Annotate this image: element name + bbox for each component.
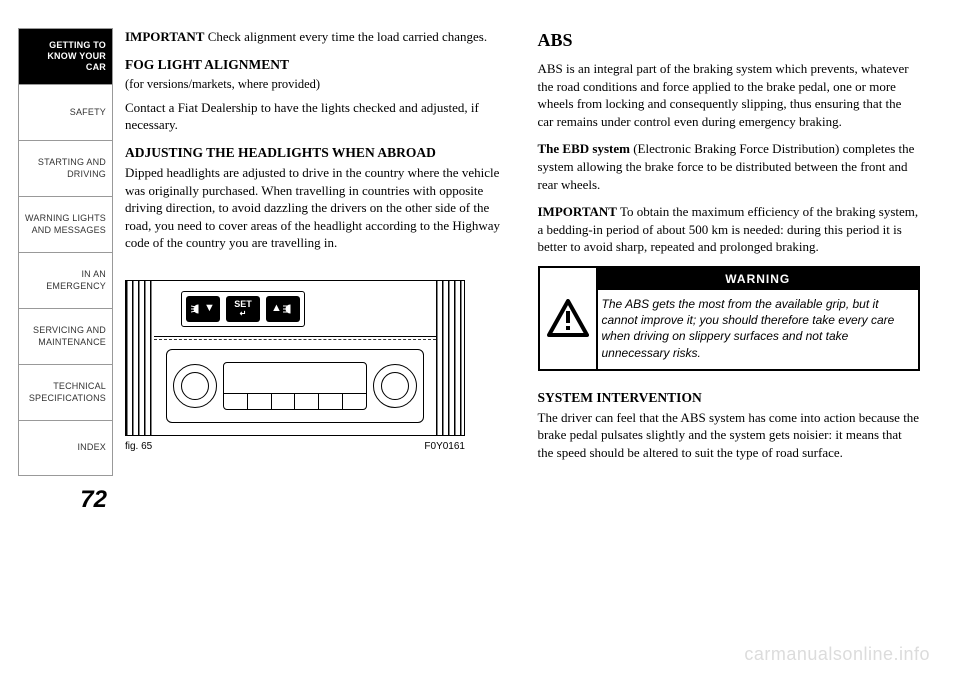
figure-caption: fig. 65 F0Y0161 <box>125 440 465 454</box>
manual-page: GETTING TOKNOW YOUR CAR SAFETY STARTING … <box>0 0 960 524</box>
down-triangle-icon: ▼ <box>204 301 215 316</box>
display-area <box>224 363 366 393</box>
content-area: IMPORTANT Check alignment every time the… <box>125 28 920 514</box>
right-knob[interactable] <box>373 364 417 408</box>
sidebar-column: GETTING TOKNOW YOUR CAR SAFETY STARTING … <box>18 28 113 514</box>
heading-fog-light-alignment: FOG LIGHT ALIGNMENT <box>125 56 508 74</box>
preset-button[interactable] <box>272 394 296 409</box>
nav-safety[interactable]: SAFETY <box>18 84 113 140</box>
warning-body: WARNING The ABS gets the most from the a… <box>598 268 919 369</box>
preset-button[interactable] <box>319 394 343 409</box>
nav-starting-driving[interactable]: STARTING ANDDRIVING <box>18 140 113 196</box>
heading-adjusting-abroad: ADJUSTING THE HEADLIGHTS WHEN ABROAD <box>125 144 508 162</box>
heading-abs: ABS <box>538 28 921 52</box>
warning-triangle-icon <box>547 299 589 337</box>
subheading-versions: (for versions/markets, where provided) <box>125 76 508 93</box>
figure-number: fig. 65 <box>125 440 152 454</box>
nav-label: SERVICING ANDMAINTENANCE <box>33 325 106 348</box>
nav-label: STARTING ANDDRIVING <box>38 157 106 180</box>
high-beam-icon <box>283 304 295 314</box>
nav-label: SAFETY <box>70 107 106 118</box>
nav-tech-specs[interactable]: TECHNICALSPECIFICATIONS <box>18 364 113 420</box>
nav-label: IN AN EMERGENCY <box>25 269 106 292</box>
nav-label: GETTING TOKNOW YOUR CAR <box>25 40 106 74</box>
warning-header: WARNING <box>598 268 919 290</box>
headlight-set-button[interactable]: SET ↵ <box>226 296 260 322</box>
low-beam-icon <box>191 304 203 314</box>
nav-label: INDEX <box>77 442 106 453</box>
headlight-button-panel: ▼ SET ↵ ▲ <box>181 291 305 327</box>
right-column: ABS ABS is an integral part of the braki… <box>538 28 921 514</box>
nav-label: WARNING LIGHTSAND MESSAGES <box>25 213 106 236</box>
air-vent-right <box>436 281 464 435</box>
lead-important: IMPORTANT <box>125 29 204 44</box>
return-icon: ↵ <box>240 310 247 318</box>
paragraph-important-bedding: IMPORTANT To obtain the maximum efficien… <box>538 203 921 256</box>
nav-label: TECHNICALSPECIFICATIONS <box>29 381 106 404</box>
text: Check alignment every time the load carr… <box>204 29 487 44</box>
climate-radio-unit <box>166 349 424 423</box>
preset-button[interactable] <box>295 394 319 409</box>
watermark: carmanualsonline.info <box>744 644 930 665</box>
left-column: IMPORTANT Check alignment every time the… <box>125 28 508 514</box>
sidebar-nav: GETTING TOKNOW YOUR CAR SAFETY STARTING … <box>18 28 113 476</box>
paragraph-ebd: The EBD system (Electronic Braking Force… <box>538 140 921 193</box>
preset-button[interactable] <box>248 394 272 409</box>
preset-button[interactable] <box>224 394 248 409</box>
nav-warning-lights[interactable]: WARNING LIGHTSAND MESSAGES <box>18 196 113 252</box>
center-display <box>223 362 367 410</box>
headlight-down-button[interactable]: ▼ <box>186 296 220 322</box>
nav-servicing[interactable]: SERVICING ANDMAINTENANCE <box>18 308 113 364</box>
warning-icon-cell <box>540 268 598 369</box>
figure-code: F0Y0161 <box>424 440 465 454</box>
preset-button[interactable] <box>343 394 366 409</box>
paragraph-abs-intro: ABS is an integral part of the braking s… <box>538 60 921 130</box>
figure-illustration: ▼ SET ↵ ▲ <box>125 280 465 436</box>
set-label: SET <box>234 300 252 309</box>
page-number: 72 <box>18 486 113 514</box>
heading-system-intervention: SYSTEM INTERVENTION <box>538 389 921 407</box>
up-triangle-icon: ▲ <box>271 301 282 316</box>
nav-index[interactable]: INDEX <box>18 420 113 476</box>
paragraph-system-intervention: The driver can feel that the ABS system … <box>538 409 921 462</box>
dash-line <box>154 336 436 337</box>
warning-box: WARNING The ABS gets the most from the a… <box>538 266 921 371</box>
headlight-up-button[interactable]: ▲ <box>266 296 300 322</box>
paragraph-dipped-headlights: Dipped headlights are adjusted to drive … <box>125 164 508 252</box>
dash-stitch <box>154 339 436 340</box>
paragraph-contact-dealer: Contact a Fiat Dealership to have the li… <box>125 99 508 134</box>
figure-65: ▼ SET ↵ ▲ <box>125 280 465 454</box>
lead-ebd: The EBD system <box>538 141 630 156</box>
lead-important: IMPORTANT <box>538 204 617 219</box>
paragraph-important-alignment: IMPORTANT Check alignment every time the… <box>125 28 508 46</box>
preset-button-row <box>224 393 366 409</box>
nav-getting-to-know[interactable]: GETTING TOKNOW YOUR CAR <box>18 28 113 84</box>
air-vent-left <box>126 281 154 435</box>
warning-text: The ABS gets the most from the available… <box>598 290 919 369</box>
nav-emergency[interactable]: IN AN EMERGENCY <box>18 252 113 308</box>
left-knob[interactable] <box>173 364 217 408</box>
